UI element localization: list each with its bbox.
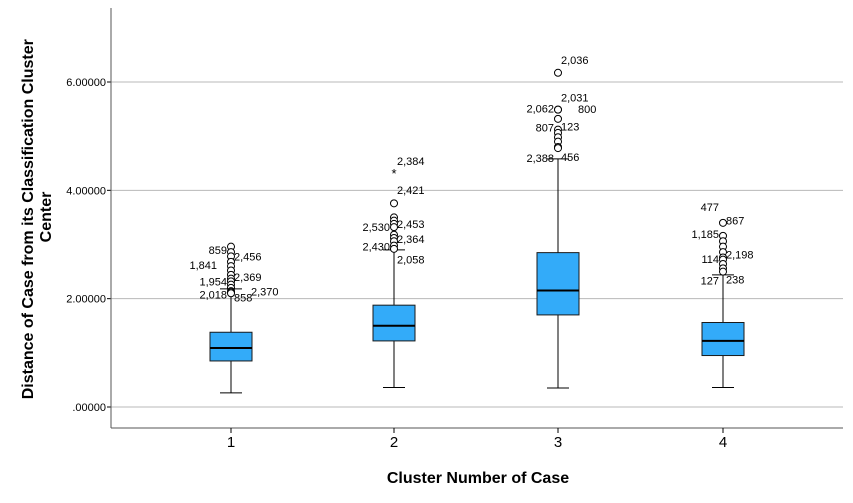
outlier-point [227, 289, 235, 298]
box-iqr [372, 304, 416, 342]
outlier-label: 859 [209, 245, 227, 257]
y-axis-title-line-1: Distance of Case from its Classification… [20, 39, 37, 399]
outlier-point [719, 267, 727, 276]
outlier-label: 2,453 [397, 219, 425, 231]
outlier-label: 2,058 [397, 255, 425, 267]
outlier-label: 456 [561, 152, 579, 164]
box-iqr [209, 331, 253, 362]
outlier-label: 114 [701, 254, 719, 266]
x-tick-label: 2 [390, 434, 398, 451]
outlier-label: 2,364 [397, 234, 425, 246]
y-tick-label: 2.00000 [66, 294, 106, 306]
outlier-label: 2,369 [234, 272, 262, 284]
gridlines [111, 81, 843, 408]
outlier-label: 2,456 [234, 251, 262, 263]
outlier-point [390, 223, 398, 232]
box-group-2 [372, 249, 416, 388]
y-tick-label: .00000 [72, 402, 106, 414]
outlier-point [719, 218, 727, 227]
extreme-outlier-marker: * [391, 166, 396, 181]
outlier-label: 867 [726, 216, 744, 228]
x-tick-label: 1 [227, 434, 235, 451]
x-tick-label: 3 [554, 434, 562, 451]
outlier-label: 2,031 [561, 93, 589, 105]
outlier-label: 123 [561, 121, 579, 133]
outlier-label: 477 [701, 202, 719, 214]
outlier-label: 1,185 [691, 229, 719, 241]
outlier-point [554, 68, 562, 77]
y-tick-label: 4.00000 [66, 185, 106, 197]
outlier-label: 2,062 [526, 104, 554, 116]
outlier-point [554, 114, 562, 123]
x-axis-title: Cluster Number of Case [387, 470, 569, 487]
outlier-point [554, 105, 562, 114]
box-group-3 [536, 158, 580, 389]
outlier-label: 2,384 [397, 156, 425, 168]
outlier-label: 2,370 [251, 287, 279, 299]
outlier-point [390, 199, 398, 208]
box-iqr [701, 322, 745, 357]
box-group-1 [209, 288, 253, 394]
outlier-label: 800 [578, 104, 596, 116]
outlier-label: 2,421 [397, 185, 425, 197]
boxes [209, 158, 745, 394]
outlier-label: 807 [536, 123, 554, 135]
outlier-label: 1,841 [189, 260, 217, 272]
x-tick-label: 4 [719, 434, 727, 451]
outlier-point [554, 144, 562, 153]
outlier-label: 2,530 [362, 222, 390, 234]
outlier-label: 2,036 [561, 55, 589, 67]
y-axis-title-line-2: Center [38, 192, 55, 243]
y-axis-title: Distance of Case from its Classification… [20, 35, 55, 400]
outlier-label: 1,954 [199, 276, 227, 288]
outlier-label: 2,198 [726, 249, 754, 261]
outlier-label: 2,430 [362, 242, 390, 254]
y-tick-label: 6.00000 [66, 77, 106, 89]
outlier-label: 858 [234, 293, 252, 305]
box-group-4 [701, 274, 745, 388]
outlier-point [390, 244, 398, 253]
outlier-label: 2,018 [199, 289, 227, 301]
outlier-label: 238 [726, 275, 744, 287]
outlier-label: 127 [701, 275, 719, 287]
box-iqr [536, 252, 580, 316]
outlier-label: 2,388 [526, 153, 554, 165]
